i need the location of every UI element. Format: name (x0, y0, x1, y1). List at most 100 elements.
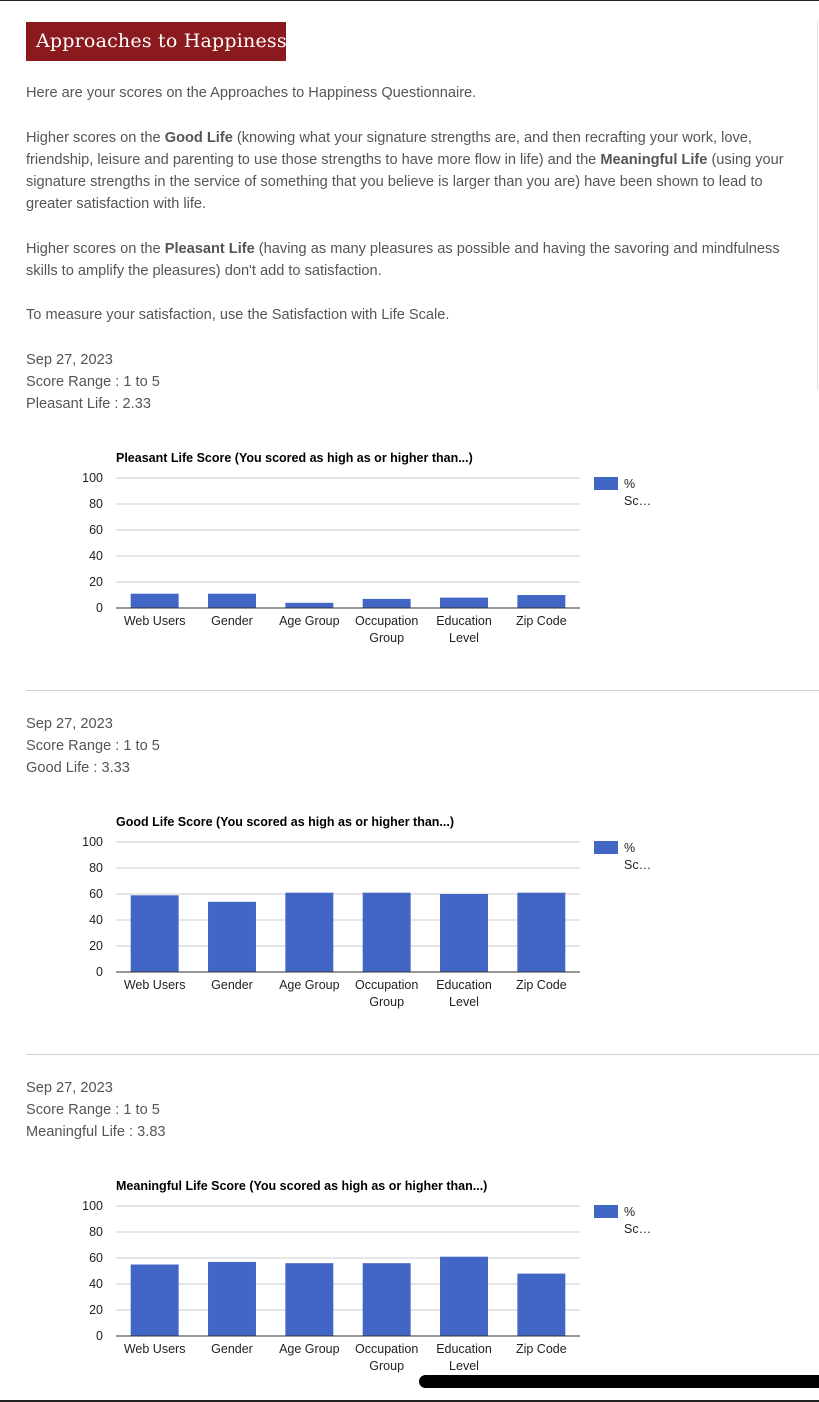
y-tick-label: 40 (89, 913, 103, 927)
result-date: Sep 27, 2023 (26, 1080, 113, 1096)
chart-title: Meaningful Life Score (You scored as hig… (116, 1179, 487, 1193)
y-tick-label: 100 (82, 1199, 103, 1213)
result-score-range: Score Range : 1 to 5 (26, 374, 160, 390)
pleasant-life-term: Pleasant Life (164, 241, 255, 257)
section-divider (26, 690, 819, 691)
bar (440, 894, 488, 972)
legend-label: % (624, 841, 635, 855)
x-category-label: Group (369, 1359, 404, 1373)
x-category-label: Age Group (279, 1342, 340, 1356)
result-score-range: Score Range : 1 to 5 (26, 738, 160, 754)
bar (362, 892, 411, 972)
top-border (0, 0, 819, 1)
chart-svg: Good Life Score (You scored as high as o… (82, 815, 651, 1009)
x-category-label: Web Users (124, 1342, 186, 1356)
result-date: Sep 27, 2023 (26, 352, 113, 368)
bottom-border (0, 1400, 819, 1402)
bar (517, 892, 566, 972)
x-category-label: Zip Code (516, 978, 567, 992)
y-tick-label: 40 (89, 549, 103, 563)
legend-label: % (624, 1205, 635, 1219)
intro-paragraph-3: Higher scores on the Pleasant Life (havi… (26, 238, 806, 282)
y-tick-label: 0 (96, 1329, 103, 1343)
x-category-label: Education (436, 1342, 492, 1356)
bar (130, 895, 179, 972)
result-score-value: Pleasant Life : 2.33 (26, 396, 151, 412)
y-tick-label: 60 (89, 523, 103, 537)
bar (517, 595, 566, 608)
meaningful-life-chart: Meaningful Life Score (You scored as hig… (0, 1168, 819, 1378)
section-divider (26, 1054, 819, 1055)
legend-label: Sc… (624, 1222, 651, 1236)
y-tick-label: 20 (89, 939, 103, 953)
y-tick-label: 80 (89, 861, 103, 875)
intro-p2-text-3: (using your signature strengths in the s… (26, 152, 784, 212)
right-divider (817, 20, 818, 390)
y-tick-label: 100 (82, 471, 103, 485)
legend-swatch (594, 477, 618, 490)
y-tick-label: 0 (96, 601, 103, 615)
y-tick-label: 60 (89, 887, 103, 901)
intro-p2-text-2: (knowing what your signature strengths a… (26, 130, 752, 168)
x-category-label: Gender (211, 978, 253, 992)
legend-label: Sc… (624, 858, 651, 872)
intro-paragraph-1: Here are your scores on the Approaches t… (26, 85, 477, 101)
x-category-label: Zip Code (516, 1342, 567, 1356)
x-category-label: Gender (211, 614, 253, 628)
x-category-label: Occupation (355, 978, 418, 992)
bar (440, 597, 488, 608)
result-score-value: Good Life : 3.33 (26, 760, 130, 776)
bar (208, 593, 256, 608)
good-life-chart: Good Life Score (You scored as high as o… (0, 804, 819, 1014)
x-category-label: Age Group (279, 978, 340, 992)
x-category-label: Web Users (124, 614, 186, 628)
intro-paragraph-2: Higher scores on the Good Life (knowing … (26, 127, 806, 215)
meaningful-life-term: Meaningful Life (600, 152, 708, 168)
x-category-label: Group (369, 631, 404, 645)
chart-title: Pleasant Life Score (You scored as high … (116, 451, 473, 465)
y-tick-label: 20 (89, 1303, 103, 1317)
y-tick-label: 0 (96, 965, 103, 979)
page-title: Approaches to Happiness (26, 22, 287, 61)
bar (517, 1273, 566, 1336)
legend-label: Sc… (624, 494, 651, 508)
y-tick-label: 80 (89, 1225, 103, 1239)
result-score-value: Meaningful Life : 3.83 (26, 1124, 166, 1140)
x-category-label: Occupation (355, 1342, 418, 1356)
pleasant-life-chart: Pleasant Life Score (You scored as high … (0, 440, 819, 650)
bar (130, 1264, 179, 1336)
x-category-label: Education (436, 614, 492, 628)
bar (362, 1263, 411, 1336)
y-tick-label: 60 (89, 1251, 103, 1265)
x-category-label: Web Users (124, 978, 186, 992)
bar (130, 593, 179, 608)
x-category-label: Zip Code (516, 614, 567, 628)
bar (285, 602, 334, 608)
y-tick-label: 20 (89, 575, 103, 589)
y-tick-label: 100 (82, 835, 103, 849)
y-tick-label: 40 (89, 1277, 103, 1291)
legend-swatch (594, 841, 618, 854)
home-indicator[interactable] (419, 1375, 819, 1388)
bar (440, 1256, 488, 1336)
intro-p2-text-1: Higher scores on the (26, 130, 165, 146)
good-life-term: Good Life (164, 130, 233, 146)
legend-label: % (624, 477, 635, 491)
intro-paragraph-4: To measure your satisfaction, use the Sa… (26, 307, 450, 323)
bar (285, 1263, 334, 1336)
chart-svg: Meaningful Life Score (You scored as hig… (82, 1179, 651, 1373)
chart-title: Good Life Score (You scored as high as o… (116, 815, 454, 829)
x-category-label: Level (449, 631, 479, 645)
bar (208, 901, 256, 972)
result-date: Sep 27, 2023 (26, 716, 113, 732)
x-category-label: Group (369, 995, 404, 1009)
x-category-label: Age Group (279, 614, 340, 628)
intro-p3-text-1: Higher scores on the (26, 241, 165, 257)
result-score-range: Score Range : 1 to 5 (26, 1102, 160, 1118)
x-category-label: Education (436, 978, 492, 992)
bar (208, 1261, 256, 1336)
x-category-label: Occupation (355, 614, 418, 628)
x-category-label: Level (449, 1359, 479, 1373)
bar (285, 892, 334, 972)
chart-svg: Pleasant Life Score (You scored as high … (82, 451, 651, 645)
